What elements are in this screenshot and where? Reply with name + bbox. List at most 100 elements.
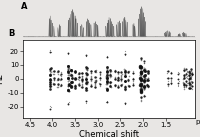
Point bbox=[139, 97, 142, 100]
Point bbox=[190, 72, 193, 74]
Point bbox=[67, 77, 70, 79]
Point bbox=[105, 101, 108, 103]
Point bbox=[98, 75, 101, 78]
Point bbox=[127, 84, 130, 86]
Point bbox=[105, 88, 109, 90]
Point bbox=[139, 88, 142, 90]
Point bbox=[74, 85, 77, 87]
Point bbox=[190, 85, 193, 87]
Point bbox=[73, 71, 77, 73]
Point bbox=[57, 86, 60, 88]
Point bbox=[143, 74, 146, 76]
Point bbox=[139, 66, 142, 68]
Point bbox=[143, 80, 146, 82]
Point bbox=[66, 83, 70, 85]
Point bbox=[143, 67, 146, 69]
Point bbox=[98, 79, 101, 81]
Point bbox=[139, 88, 142, 90]
Point bbox=[49, 79, 52, 81]
Point bbox=[166, 83, 169, 85]
Point bbox=[139, 90, 142, 92]
Point bbox=[94, 76, 97, 78]
Point bbox=[117, 79, 120, 81]
Point bbox=[77, 73, 81, 75]
Point bbox=[105, 100, 108, 102]
Point bbox=[109, 69, 112, 71]
Point bbox=[70, 69, 73, 72]
Point bbox=[48, 81, 51, 83]
Point bbox=[189, 87, 192, 89]
Point bbox=[69, 82, 73, 84]
Point bbox=[67, 101, 70, 103]
Point bbox=[143, 86, 146, 88]
Point bbox=[189, 84, 192, 86]
Point bbox=[52, 72, 55, 75]
Point bbox=[89, 75, 93, 77]
Point bbox=[139, 89, 142, 91]
Point bbox=[167, 77, 170, 79]
Point bbox=[80, 85, 83, 88]
Point bbox=[139, 78, 142, 80]
Point bbox=[105, 68, 108, 70]
Point bbox=[85, 54, 88, 56]
Point bbox=[94, 83, 97, 85]
Point bbox=[70, 77, 73, 79]
Point bbox=[166, 70, 169, 72]
Point bbox=[170, 80, 173, 82]
Point bbox=[139, 69, 142, 72]
Point bbox=[182, 77, 185, 79]
Point bbox=[189, 87, 192, 89]
Point bbox=[69, 84, 73, 86]
Point bbox=[105, 75, 108, 77]
Point bbox=[190, 74, 193, 76]
Text: A: A bbox=[21, 2, 28, 12]
Point bbox=[94, 71, 98, 73]
Point bbox=[105, 69, 108, 72]
Point bbox=[142, 69, 145, 71]
Point bbox=[57, 71, 60, 74]
Point bbox=[74, 78, 77, 80]
Point bbox=[185, 81, 188, 83]
Point bbox=[120, 83, 124, 85]
Point bbox=[70, 86, 73, 89]
Point bbox=[139, 77, 142, 79]
Point bbox=[143, 68, 146, 70]
Point bbox=[49, 81, 52, 83]
Point bbox=[77, 83, 80, 85]
Point bbox=[188, 83, 191, 86]
Point bbox=[146, 84, 149, 86]
Point bbox=[94, 86, 97, 88]
Point bbox=[109, 70, 112, 72]
Text: B: B bbox=[8, 29, 15, 38]
Point bbox=[67, 72, 70, 74]
Point bbox=[109, 73, 112, 75]
Point bbox=[187, 69, 190, 72]
Point bbox=[80, 72, 83, 75]
Point bbox=[166, 77, 169, 79]
Point bbox=[73, 77, 77, 80]
Point bbox=[49, 79, 52, 81]
Point bbox=[48, 80, 51, 83]
Point bbox=[70, 80, 74, 82]
Point bbox=[80, 78, 83, 80]
Point bbox=[142, 70, 146, 72]
Point bbox=[66, 70, 70, 72]
Point bbox=[56, 84, 59, 86]
Point bbox=[85, 80, 88, 82]
Point bbox=[99, 85, 102, 87]
Point bbox=[85, 55, 88, 57]
Point bbox=[139, 58, 142, 60]
Point bbox=[131, 82, 135, 85]
Point bbox=[189, 74, 192, 76]
Point bbox=[67, 71, 70, 74]
Point bbox=[73, 70, 77, 72]
Point bbox=[139, 79, 143, 81]
Point bbox=[188, 77, 191, 79]
Point bbox=[67, 65, 70, 68]
Point bbox=[132, 72, 135, 74]
Point bbox=[188, 74, 191, 76]
Point bbox=[127, 85, 130, 87]
Point bbox=[116, 86, 120, 88]
Point bbox=[187, 70, 190, 72]
Point bbox=[85, 87, 88, 89]
